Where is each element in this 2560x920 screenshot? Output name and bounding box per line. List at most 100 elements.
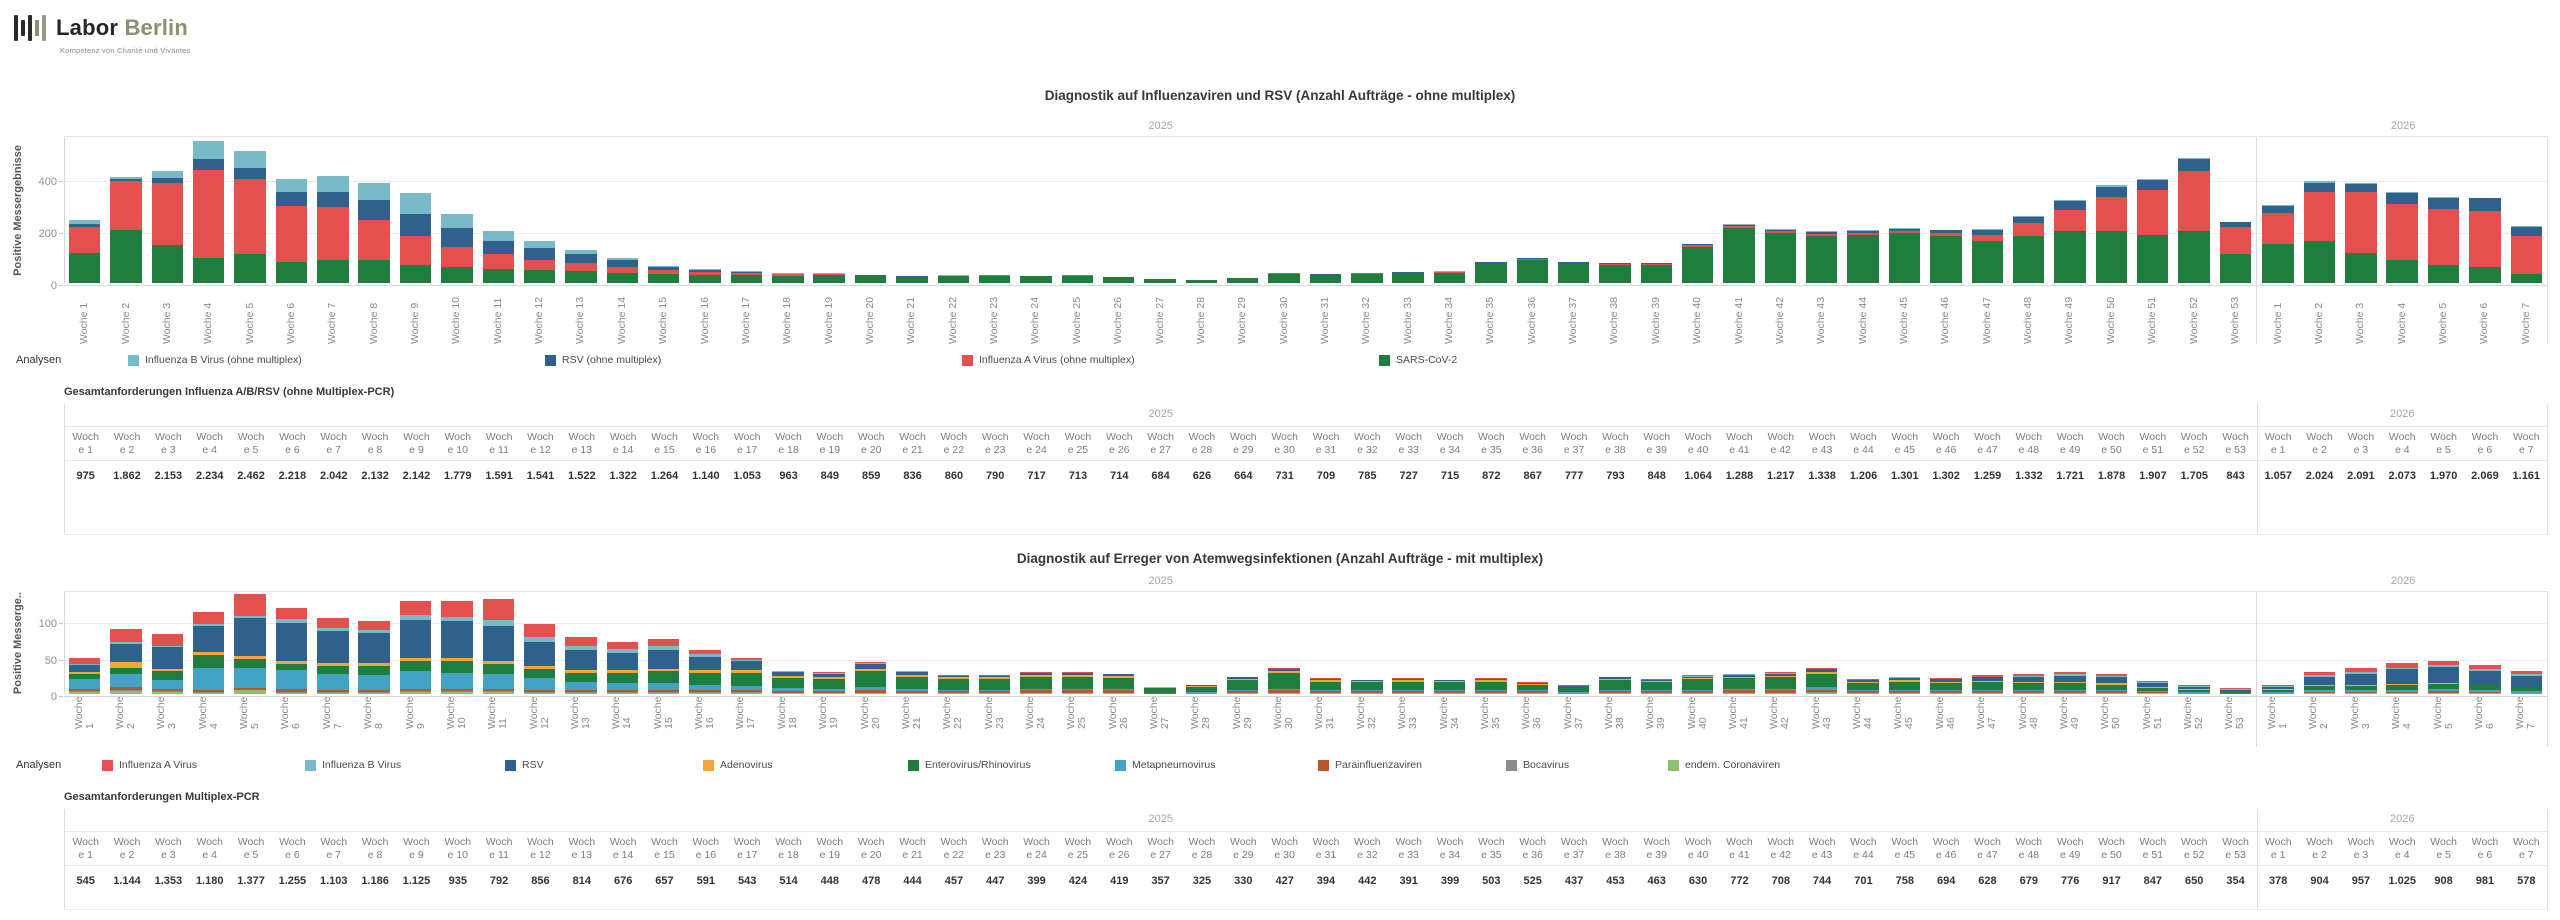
legend-item-influenza-b-virus[interactable]: Influenza B Virus	[305, 759, 505, 771]
bar-segment-influenza-b-virus-ohne-multiplex[interactable]	[358, 182, 390, 200]
bar-segment-parainfluenzaviren[interactable]	[1061, 690, 1094, 693]
bar-segment-endem-coronaviren[interactable]	[1351, 693, 1383, 694]
bar-segment-influenza-a-virus[interactable]	[1102, 673, 1135, 675]
bar-segment-influenza-a-virus[interactable]	[68, 658, 101, 665]
bar-segment-rsv[interactable]	[1516, 683, 1548, 684]
bar-segment-metapneumovirus[interactable]	[1185, 691, 1218, 693]
bar-segment-enterovirus-rhinovirus[interactable]	[68, 674, 101, 679]
bar-segment-influenza-b-virus[interactable]	[2345, 672, 2377, 674]
bar-segment-sars-cov-2[interactable]	[234, 254, 266, 283]
bar-segment-influenza-b-virus[interactable]	[730, 659, 763, 662]
bar-segment-influenza-b-virus-ohne-multiplex[interactable]	[1764, 229, 1797, 230]
bar-segment-bocavirus[interactable]	[2345, 692, 2377, 694]
bar-segment-enterovirus-rhinovirus[interactable]	[441, 661, 473, 673]
stacked-bar[interactable]	[2054, 199, 2086, 283]
bar-segment-bocavirus[interactable]	[772, 692, 804, 694]
bar-segment-influenza-a-virus-ohne-multiplex[interactable]	[1640, 263, 1673, 265]
bar-segment-influenza-b-virus-ohne-multiplex[interactable]	[151, 170, 184, 178]
stacked-bar[interactable]	[1806, 667, 1838, 694]
bar-segment-influenza-b-virus-ohne-multiplex[interactable]	[2262, 205, 2294, 207]
bar-segment-influenza-b-virus[interactable]	[565, 645, 597, 650]
bar-segment-rsv[interactable]	[1599, 677, 1631, 679]
bar-segment-influenza-b-virus[interactable]	[1681, 675, 1714, 677]
bar-segment-rsv[interactable]	[110, 643, 142, 662]
bar-segment-influenza-a-virus-ohne-multiplex[interactable]	[772, 274, 804, 276]
bar-segment-sars-cov-2[interactable]	[1020, 276, 1052, 283]
bar-segment-bocavirus[interactable]	[1971, 692, 2003, 694]
bar-segment-metapneumovirus[interactable]	[358, 675, 390, 690]
bar-segment-rsv[interactable]	[606, 652, 639, 670]
bar-segment-influenza-a-virus-ohne-multiplex[interactable]	[2510, 236, 2542, 274]
bar-segment-rsv-ohne-multiplex[interactable]	[854, 275, 887, 276]
bar-segment-endem-coronaviren[interactable]	[2303, 693, 2336, 694]
stacked-bar[interactable]	[523, 624, 556, 694]
bar-segment-metapneumovirus[interactable]	[1020, 688, 1052, 691]
bar-segment-metapneumovirus[interactable]	[2136, 691, 2169, 692]
bar-segment-sars-cov-2[interactable]	[2178, 230, 2210, 283]
bar-segment-adenovirus[interactable]	[2136, 686, 2169, 688]
bar-segment-sars-cov-2[interactable]	[730, 275, 763, 283]
bar-segment-metapneumovirus[interactable]	[68, 678, 101, 689]
bar-segment-bocavirus[interactable]	[648, 691, 680, 693]
bar-segment-enterovirus-rhinovirus[interactable]	[110, 667, 142, 674]
bar-segment-parainfluenzaviren[interactable]	[1847, 691, 1879, 693]
bar-segment-influenza-b-virus[interactable]	[2178, 686, 2210, 687]
bar-segment-metapneumovirus[interactable]	[978, 689, 1011, 692]
bar-segment-metapneumovirus[interactable]	[1599, 689, 1631, 692]
bar-segment-metapneumovirus[interactable]	[1847, 689, 1879, 692]
stacked-bar[interactable]	[1723, 673, 1755, 694]
bar-segment-adenovirus[interactable]	[1723, 676, 1755, 678]
bar-segment-enterovirus-rhinovirus[interactable]	[565, 672, 597, 682]
legend-item-parainfluenzaviren[interactable]: Parainfluenzaviren	[1318, 759, 1506, 771]
bar-segment-bocavirus[interactable]	[730, 691, 763, 693]
bar-segment-rsv[interactable]	[1102, 674, 1135, 676]
bar-segment-sars-cov-2[interactable]	[275, 262, 308, 283]
legend-item-rsv[interactable]: RSV	[505, 759, 703, 771]
bar-segment-influenza-a-virus[interactable]	[1847, 679, 1879, 681]
bar-segment-parainfluenzaviren[interactable]	[2136, 691, 2169, 693]
stacked-bar[interactable]	[151, 633, 184, 694]
bar-segment-endem-coronaviren[interactable]	[193, 692, 225, 694]
bar-segment-parainfluenzaviren[interactable]	[193, 689, 225, 692]
stacked-bar[interactable]	[689, 650, 721, 694]
bar-segment-sars-cov-2[interactable]	[2095, 230, 2127, 283]
bar-segment-influenza-b-virus-ohne-multiplex[interactable]	[689, 269, 721, 270]
bar-segment-sars-cov-2[interactable]	[813, 275, 845, 283]
stacked-bar[interactable]	[1020, 672, 1052, 694]
bar-segment-endem-coronaviren[interactable]	[606, 692, 639, 694]
bar-segment-influenza-a-virus[interactable]	[1640, 679, 1673, 681]
bar-segment-rsv[interactable]	[2095, 677, 2127, 684]
bar-segment-influenza-b-virus-ohne-multiplex[interactable]	[2510, 226, 2542, 227]
legend-item-sars-cov-2[interactable]: SARS-CoV-2	[1379, 354, 1457, 366]
bar-segment-influenza-a-virus[interactable]	[1971, 675, 2003, 677]
bar-segment-endem-coronaviren[interactable]	[1599, 693, 1631, 694]
bar-segment-rsv-ohne-multiplex[interactable]	[2427, 198, 2460, 209]
bar-segment-influenza-b-virus-ohne-multiplex[interactable]	[482, 230, 514, 242]
bar-segment-influenza-b-virus[interactable]	[523, 637, 556, 642]
bar-segment-adenovirus[interactable]	[2386, 683, 2418, 685]
bar-segment-adenovirus[interactable]	[854, 668, 887, 672]
bar-segment-enterovirus-rhinovirus[interactable]	[1557, 687, 1590, 692]
stacked-bar[interactable]	[1764, 229, 1797, 283]
stacked-bar[interactable]	[648, 265, 680, 283]
bar-segment-endem-coronaviren[interactable]	[2469, 693, 2501, 694]
bar-segment-influenza-a-virus[interactable]	[2095, 673, 2127, 676]
bar-segment-parainfluenzaviren[interactable]	[2095, 691, 2127, 693]
bar-segment-rsv[interactable]	[193, 626, 225, 652]
bar-segment-parainfluenzaviren[interactable]	[2219, 693, 2252, 694]
bar-segment-metapneumovirus[interactable]	[1351, 690, 1383, 692]
bar-segment-influenza-b-virus-ohne-multiplex[interactable]	[1847, 230, 1879, 231]
bar-segment-influenza-a-virus[interactable]	[1599, 676, 1631, 678]
bar-segment-endem-coronaviren[interactable]	[1847, 693, 1879, 694]
bar-segment-influenza-b-virus-ohne-multiplex[interactable]	[441, 213, 473, 229]
stacked-bar[interactable]	[1351, 272, 1383, 283]
bar-segment-enterovirus-rhinovirus[interactable]	[1061, 677, 1094, 689]
bar-segment-metapneumovirus[interactable]	[441, 672, 473, 689]
bar-segment-influenza-b-virus[interactable]	[234, 616, 266, 619]
bar-segment-rsv-ohne-multiplex[interactable]	[2012, 216, 2045, 224]
bar-segment-enterovirus-rhinovirus[interactable]	[1888, 681, 1921, 690]
bar-segment-rsv-ohne-multiplex[interactable]	[68, 224, 101, 227]
stacked-bar[interactable]	[482, 230, 514, 283]
legend-item-endem-coronaviren[interactable]: endem. Coronaviren	[1668, 759, 1780, 771]
stacked-bar[interactable]	[1309, 678, 1342, 694]
